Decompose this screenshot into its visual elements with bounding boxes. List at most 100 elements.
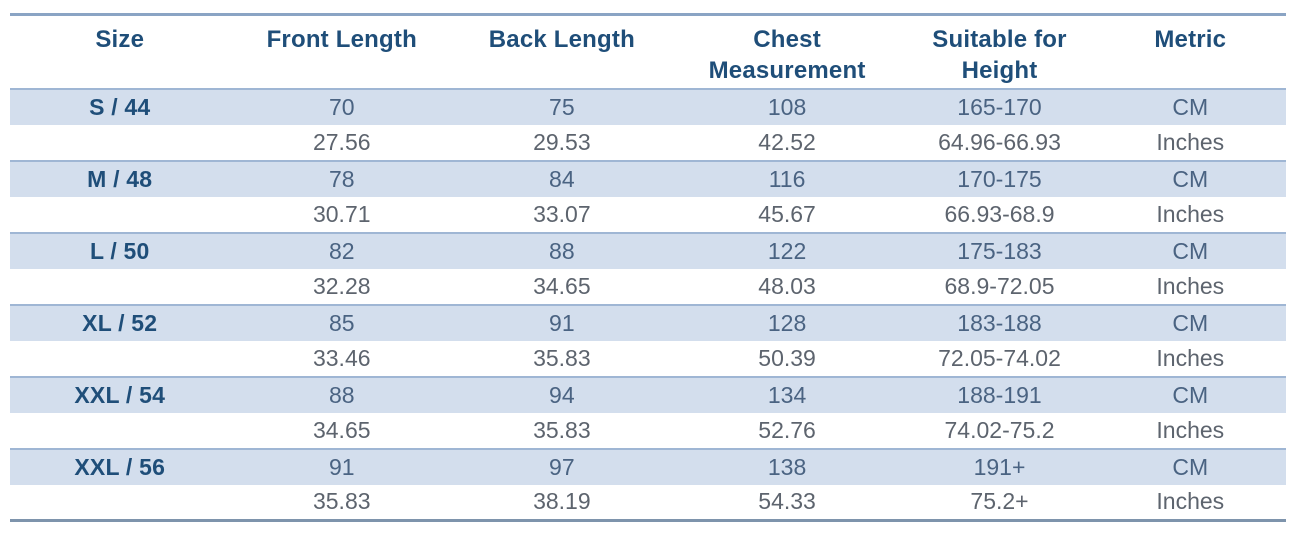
- cell-size: XXL / 54: [74, 381, 166, 408]
- cell-value: 88: [549, 237, 575, 264]
- cell-size-empty: [10, 269, 229, 305]
- cell-size-empty: [10, 485, 229, 521]
- column-header-back-length: Back Length: [454, 15, 670, 89]
- table-row-inches: 34.65 35.83 52.76 74.02-75.2 Inches: [10, 413, 1286, 449]
- header-label-line2: Measurement: [708, 57, 866, 84]
- header-label: Metric: [1154, 26, 1227, 53]
- cell-size: S / 44: [89, 93, 151, 120]
- cell-unit-cm: CM: [1172, 381, 1209, 408]
- cell-value: 45.67: [758, 200, 816, 227]
- cell-value: 35.83: [312, 488, 371, 515]
- cell-size: XL / 52: [82, 309, 158, 336]
- cell-value: 75.2+: [970, 488, 1029, 515]
- table-row-cm: L / 50 82 88 122 175-183 CM: [10, 232, 1286, 269]
- cell-size: M / 48: [87, 165, 153, 192]
- cell-unit-cm: CM: [1172, 165, 1209, 192]
- cell-value: 128: [767, 309, 807, 336]
- cell-value: 82: [328, 237, 355, 264]
- cell-value: 85: [328, 309, 355, 336]
- cell-value: 188-191: [957, 381, 1042, 408]
- cell-value: 165-170: [957, 93, 1042, 120]
- cell-value: 48.03: [758, 272, 816, 299]
- header-label: Back Length: [488, 26, 635, 53]
- table-row-inches: 33.46 35.83 50.39 72.05-74.02 Inches: [10, 341, 1286, 377]
- cell-unit-inches: Inches: [1156, 416, 1225, 443]
- cell-unit-inches: Inches: [1156, 344, 1225, 371]
- cell-value: 116: [768, 165, 806, 192]
- cell-unit-inches: Inches: [1156, 200, 1225, 227]
- cell-value: 52.76: [758, 416, 816, 443]
- cell-value: 70: [328, 93, 355, 120]
- table-body: S / 44 70 75 108 165-170 CM 27.56 29.53 42.52 64.…: [10, 88, 1286, 521]
- cell-value: 30.71: [312, 200, 371, 227]
- header-row: Size Front Length Back Length Chest Meas…: [10, 15, 1286, 89]
- table-row-cm: XXL / 56 91 97 138 191+ CM: [10, 448, 1286, 485]
- cell-value: 54.33: [758, 488, 816, 515]
- cell-value: 122: [767, 237, 807, 264]
- table-row-inches: 32.28 34.65 48.03 68.9-72.05 Inches: [10, 269, 1286, 305]
- cell-size-empty: [10, 413, 229, 449]
- cell-size-empty: [10, 197, 229, 233]
- cell-value: 64.96-66.93: [938, 128, 1061, 155]
- table-row-inches: 35.83 38.19 54.33 75.2+ Inches: [10, 485, 1286, 521]
- cell-value: 183-188: [957, 309, 1042, 336]
- header-label-line2: Height: [961, 57, 1038, 84]
- cell-value: 94: [549, 381, 575, 408]
- cell-size-empty: [10, 341, 229, 377]
- cell-unit-inches: Inches: [1156, 488, 1225, 515]
- cell-value: 66.93-68.9: [944, 200, 1055, 227]
- cell-value: 75: [549, 93, 575, 120]
- table-row-inches: 30.71 33.07 45.67 66.93-68.9 Inches: [10, 197, 1286, 233]
- cell-value: 42.52: [758, 128, 816, 155]
- cell-value: 50.39: [758, 344, 816, 371]
- cell-value: 108: [767, 93, 807, 120]
- cell-value: 170-175: [957, 165, 1042, 192]
- cell-size: L / 50: [89, 237, 150, 264]
- cell-value: 88: [328, 381, 355, 408]
- cell-unit-cm: CM: [1172, 237, 1209, 264]
- column-header-chest-measurement: Chest Measurement: [670, 15, 905, 89]
- column-header-suitable-for-height: Suitable for Height: [904, 15, 1094, 89]
- cell-size-empty: [10, 125, 229, 161]
- column-header-front-length: Front Length: [229, 15, 454, 89]
- cell-value: 78: [328, 165, 355, 192]
- cell-unit-inches: Inches: [1156, 272, 1225, 299]
- cell-value: 34.65: [312, 416, 371, 443]
- column-header-size: Size: [10, 15, 229, 89]
- size-chart-table: Size Front Length Back Length Chest Meas…: [10, 13, 1286, 522]
- cell-value: 34.65: [533, 272, 591, 299]
- cell-value: 97: [549, 453, 575, 480]
- table-row-cm: XXL / 54 88 94 134 188-191 CM: [10, 376, 1286, 413]
- cell-value: 35.83: [533, 344, 591, 371]
- table-row-cm: XL / 52 85 91 128 183-188 CM: [10, 304, 1286, 341]
- table-header: Size Front Length Back Length Chest Meas…: [10, 15, 1286, 89]
- table-row-cm: S / 44 70 75 108 165-170 CM: [10, 88, 1286, 125]
- cell-unit-cm: CM: [1172, 309, 1209, 336]
- cell-unit-cm: CM: [1172, 453, 1209, 480]
- cell-value: 33.07: [533, 200, 591, 227]
- cell-value: 138: [767, 453, 807, 480]
- cell-unit-cm: CM: [1172, 93, 1209, 120]
- cell-size: XXL / 56: [74, 453, 166, 480]
- cell-value: 35.83: [533, 416, 591, 443]
- cell-value: 175-183: [957, 237, 1042, 264]
- cell-value: 33.46: [312, 344, 371, 371]
- cell-value: 74.02-75.2: [944, 416, 1055, 443]
- table-row-inches: 27.56 29.53 42.52 64.96-66.93 Inches: [10, 125, 1286, 161]
- header-label: Chest: [753, 26, 821, 53]
- cell-value: 68.9-72.05: [944, 272, 1055, 299]
- cell-value: 91: [328, 453, 355, 480]
- cell-unit-inches: Inches: [1156, 128, 1225, 155]
- cell-value: 32.28: [312, 272, 371, 299]
- cell-value: 27.56: [312, 128, 371, 155]
- column-header-metric: Metric: [1095, 15, 1286, 89]
- cell-value: 91: [549, 309, 575, 336]
- size-chart: Size Front Length Back Length Chest Meas…: [10, 13, 1286, 522]
- cell-value: 84: [549, 165, 575, 192]
- header-label: Suitable for: [932, 26, 1067, 53]
- header-label: Size: [95, 26, 145, 53]
- table-row-cm: M / 48 78 84 116 170-175 CM: [10, 160, 1286, 197]
- cell-value: 38.19: [533, 488, 591, 515]
- cell-value: 72.05-74.02: [938, 344, 1061, 371]
- cell-value: 191+: [973, 453, 1026, 480]
